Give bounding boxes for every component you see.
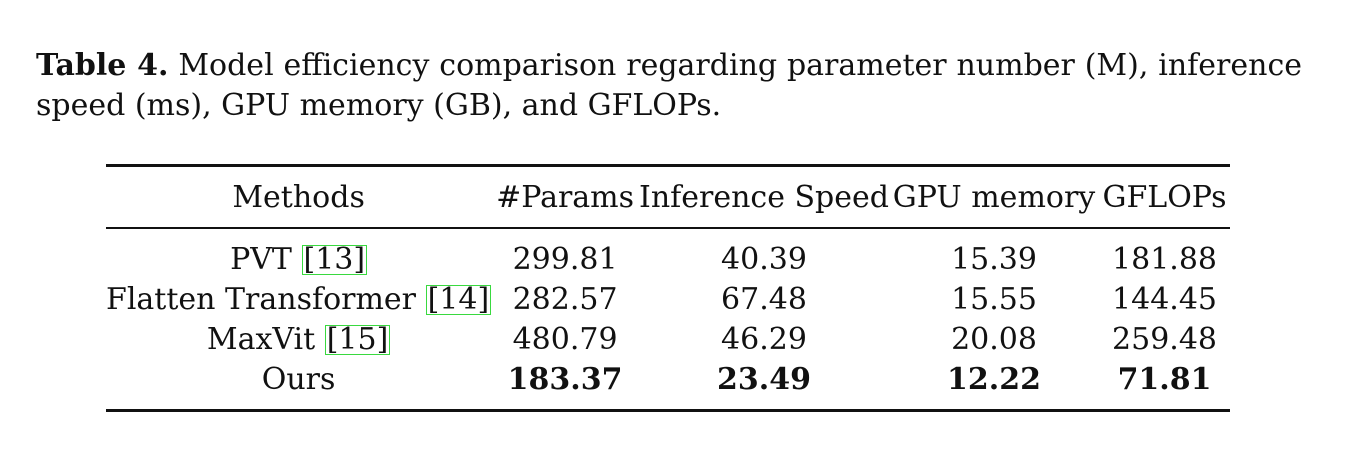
gpu-memory-cell: 20.08 [951,321,1037,357]
table-row: MaxVit [15] 480.79 46.29 20.08 259.48 [106,319,1230,359]
table-row-ours: Ours 183.37 23.49 12.22 71.81 [106,359,1230,411]
header-gflops: GFLOPs [1102,179,1227,215]
method-cell: PVT [13] [106,228,491,279]
efficiency-table-container: Methods #Params Inference Speed GPU memo… [106,164,1230,412]
gflops-cell: 259.48 [1112,321,1218,357]
method-cell: Ours [106,359,491,411]
params-cell: 282.57 [512,281,618,317]
header-gpu-memory: GPU memory [892,179,1096,215]
speed-cell: 67.48 [721,281,807,317]
header-methods: Methods [232,179,365,215]
table-header-row: Methods #Params Inference Speed GPU memo… [106,165,1230,228]
method-name: MaxVit [206,321,316,357]
citation-link[interactable]: [13] [301,241,368,277]
efficiency-table: Methods #Params Inference Speed GPU memo… [106,164,1230,412]
gflops-cell: 71.81 [1117,361,1212,397]
gflops-cell: 181.88 [1112,241,1218,277]
table-caption: Table 4. Model efficiency comparison reg… [36,46,1302,126]
gflops-cell: 144.45 [1112,281,1218,317]
speed-cell: 46.29 [721,321,807,357]
header-params: #Params [496,179,635,215]
method-name: Ours [261,361,336,397]
speed-cell: 40.39 [721,241,807,277]
citation-link[interactable]: [15] [324,321,391,357]
params-cell: 183.37 [507,361,623,397]
table-row: Flatten Transformer [14] 282.57 67.48 15… [106,279,1230,319]
params-cell: 299.81 [512,241,618,277]
caption-label: Table 4. [36,48,169,83]
caption-text: Model efficiency comparison regarding pa… [36,48,1302,123]
header-inference-speed: Inference Speed [638,179,889,215]
citation-link[interactable]: [14] [425,281,492,317]
method-name: PVT [230,241,292,277]
method-name: Flatten Transformer [106,281,417,317]
params-cell: 480.79 [512,321,618,357]
method-cell: Flatten Transformer [14] [106,279,492,319]
gpu-memory-cell: 15.55 [951,281,1037,317]
table-row: PVT [13] 299.81 40.39 15.39 181.88 [106,228,1230,279]
speed-cell: 23.49 [717,361,811,397]
gpu-memory-cell: 12.22 [947,361,1041,397]
method-cell: MaxVit [15] [106,319,491,359]
gpu-memory-cell: 15.39 [951,241,1037,277]
